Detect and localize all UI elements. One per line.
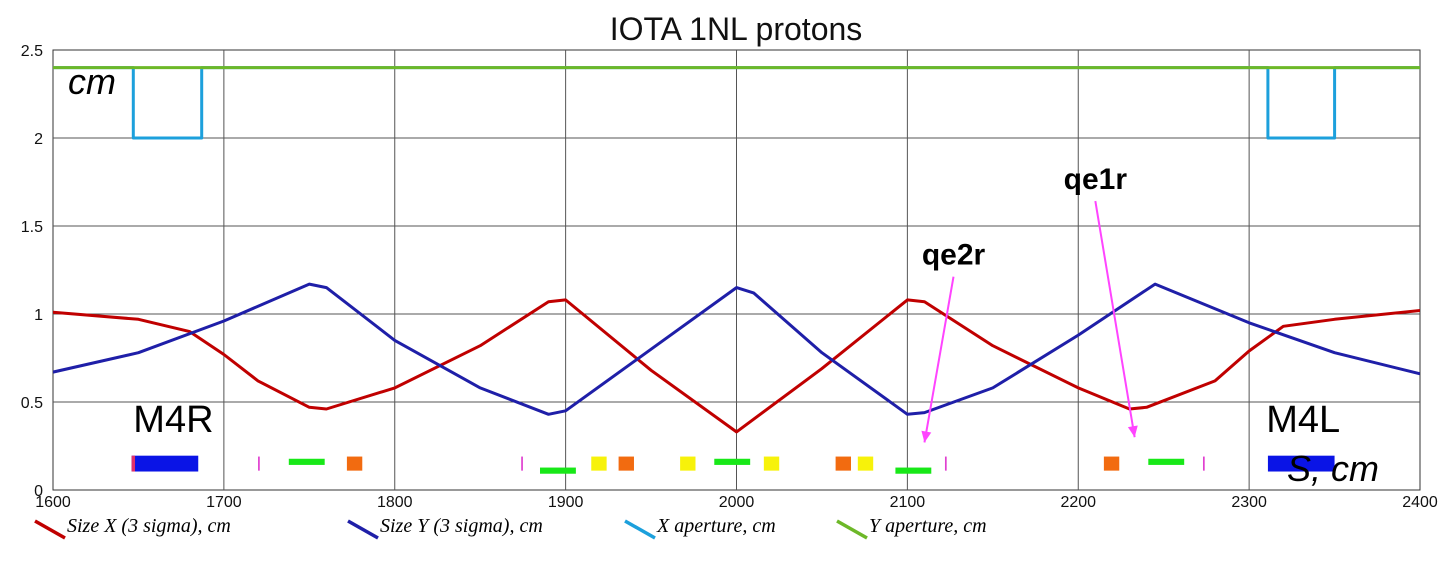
lattice-marker	[944, 456, 947, 471]
lattice-elements	[131, 455, 1335, 474]
lattice-quad	[1148, 458, 1185, 465]
x-axis: 1600 1700 1800 1900 2000 2100 2200 2300 2400	[35, 494, 1438, 511]
grid	[53, 50, 1420, 490]
annotations: qe2r qe1r M4R M4L	[133, 163, 1340, 443]
x-tick-label: 1800	[377, 494, 413, 511]
lattice-corr	[680, 456, 696, 471]
lattice-sext	[1103, 456, 1120, 471]
x-tick-label: 1600	[35, 494, 71, 511]
series-line-1	[53, 282, 1420, 416]
annotation-arrow	[1094, 200, 1136, 438]
y-tick-label: 1.5	[21, 219, 43, 236]
lattice-marker	[1202, 456, 1205, 471]
legend-swatch	[34, 519, 66, 540]
lattice-dipole	[131, 455, 136, 472]
legend: Size X (3 sigma), cm Size Y (3 sigma), cm…	[34, 515, 987, 540]
y-tick-label: 1	[34, 307, 43, 324]
x-tick-label: 1900	[548, 494, 584, 511]
x-tick-label: 2100	[890, 494, 926, 511]
x-tick-label: 2200	[1060, 494, 1096, 511]
legend-item: Size Y (3 sigma), cm	[380, 515, 543, 537]
lattice-sext	[618, 456, 634, 471]
annotation-arrowhead	[1127, 425, 1138, 438]
legend-swatch	[347, 519, 379, 540]
lattice-dipole	[131, 455, 199, 472]
lattice-sext	[346, 456, 363, 471]
lattice-dipole	[1267, 455, 1335, 472]
lattice-corr	[857, 456, 874, 471]
annotation-arrow	[923, 276, 955, 443]
annotation-label: qe1r	[1064, 163, 1128, 196]
lattice-marker	[521, 456, 523, 471]
lattice-quad	[895, 467, 932, 474]
x-tick-label: 2300	[1231, 494, 1267, 511]
legend-item: Size X (3 sigma), cm	[67, 515, 231, 537]
lattice-sext	[835, 456, 851, 471]
annotation-label: M4R	[133, 399, 213, 441]
annotation-arrowhead	[921, 430, 932, 443]
legend-swatch	[624, 519, 656, 540]
series-line-0	[53, 298, 1420, 434]
y-tick-label: 0.5	[21, 395, 43, 412]
chart-title: IOTA 1NL protons	[610, 11, 863, 47]
lattice-quad	[288, 458, 325, 465]
lattice-quad	[714, 458, 751, 465]
annotation-label: qe2r	[922, 239, 986, 272]
legend-swatch	[836, 519, 868, 540]
lattice-quad	[539, 467, 576, 474]
legend-item: Y aperture, cm	[869, 515, 987, 537]
x-tick-label: 2400	[1402, 494, 1438, 511]
y-axis: 0 0.5 1 1.5 2 2.5	[21, 43, 43, 500]
x-tick-label: 1700	[206, 494, 242, 511]
x-unit-label: S, cm	[1287, 448, 1379, 489]
series-group	[53, 66, 1420, 434]
legend-item: X aperture, cm	[656, 515, 776, 537]
lattice-marker	[258, 456, 260, 471]
y-tick-label: 2.5	[21, 43, 43, 60]
y-unit-label: cm	[68, 61, 116, 102]
annotation-label: M4L	[1266, 399, 1340, 441]
y-tick-label: 0	[34, 483, 43, 500]
lattice-corr	[591, 456, 607, 471]
lattice-corr	[763, 456, 780, 471]
x-tick-label: 2000	[719, 494, 755, 511]
y-tick-label: 2	[34, 131, 43, 148]
